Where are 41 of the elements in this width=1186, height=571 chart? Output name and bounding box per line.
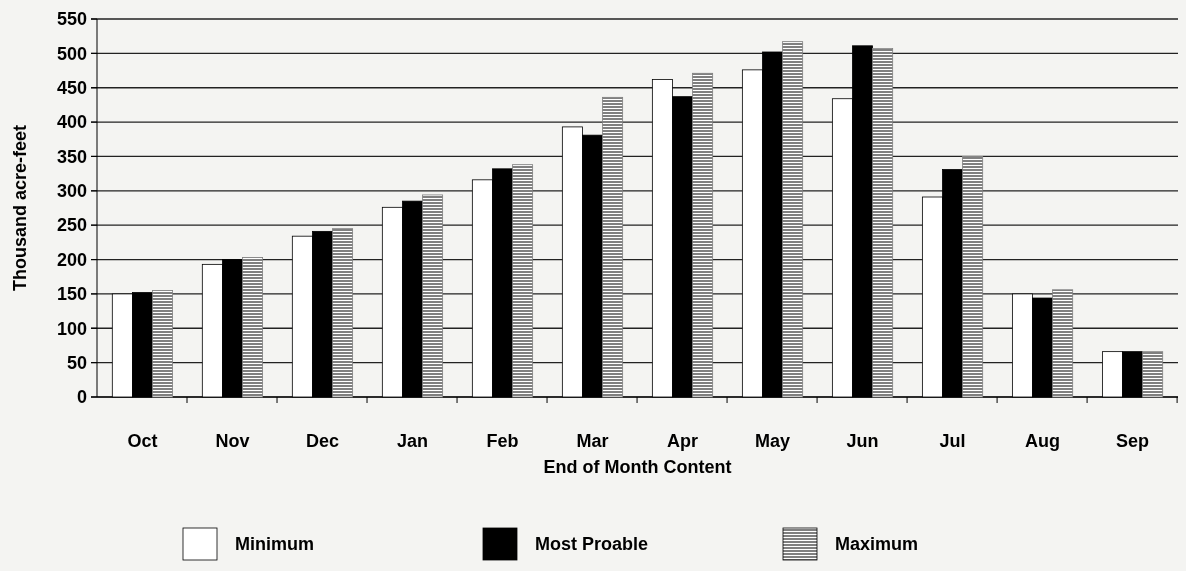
y-tick-label: 50 [66,352,87,373]
x-tick-label: May [755,431,791,451]
x-tick-label: Sep [1116,431,1150,451]
y-tick-label: 150 [56,284,87,305]
y-tick-label: 350 [56,146,87,167]
legend-label: Minimum [235,534,314,555]
x-tick-label: Nov [215,431,250,451]
x-tick-label: Aug [1025,431,1061,451]
x-tick-label: Feb [486,431,519,451]
y-tick-label: 250 [56,215,87,236]
x-tick-label: Jun [846,431,879,451]
bar [602,96,624,398]
bar [422,194,444,398]
x-tick-label: Jan [396,431,428,451]
bar [332,228,354,398]
legend-label: Maximum [835,534,919,555]
x-tick-label: Dec [305,431,339,451]
y-tick-label: 100 [56,318,87,339]
y-tick-label: 0 [76,387,87,408]
x-axis-title: End of Month Content [543,457,732,477]
bar [962,156,984,398]
bar [242,257,264,398]
y-tick-label: 450 [56,78,87,99]
y-axis-title: Thousand acre-feet [10,124,30,292]
bar [152,290,174,398]
y-tick-label: 300 [56,181,87,202]
bar [782,41,804,398]
x-tick-label: Mar [576,431,609,451]
bar [1142,351,1164,398]
y-tick-label: 500 [56,43,87,64]
legend-label: Most Proable [535,534,649,555]
bar [872,48,894,398]
x-tick-label: Jul [939,431,966,451]
bar [1052,289,1074,398]
bar [692,72,714,398]
bar [512,164,534,398]
y-tick-label: 200 [56,249,87,270]
x-tick-label: Apr [667,431,698,451]
y-tick-label: 400 [56,112,87,133]
x-tick-label: Oct [127,431,158,451]
y-tick-label: 550 [56,9,87,30]
